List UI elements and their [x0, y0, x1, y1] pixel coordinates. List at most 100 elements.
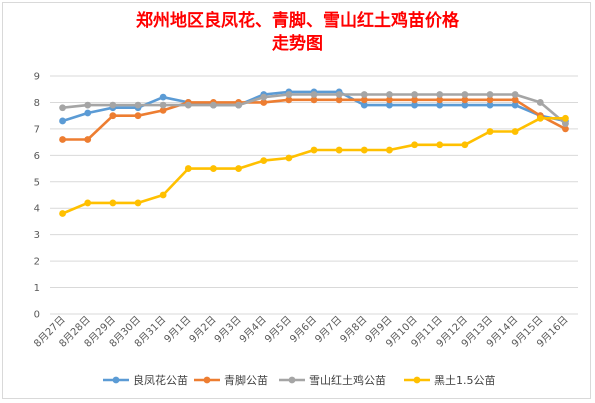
data-point	[109, 101, 117, 109]
data-point	[59, 136, 66, 143]
data-point	[511, 91, 519, 98]
chart-title-line-2: 走势图	[272, 34, 323, 54]
data-point	[84, 101, 92, 109]
data-point	[260, 93, 268, 101]
data-point	[210, 165, 217, 172]
data-point	[486, 91, 494, 98]
data-point	[310, 146, 318, 154]
data-point	[59, 210, 66, 217]
data-point	[461, 91, 469, 98]
data-point	[260, 99, 268, 106]
x-tick-label: 9月4日	[237, 314, 269, 346]
legend-item-2: 青脚公苗	[194, 373, 268, 387]
y-tick-label: 2	[34, 257, 40, 268]
legend-label: 青脚公苗	[224, 373, 268, 387]
data-point	[486, 96, 494, 104]
data-point	[184, 165, 192, 172]
y-tick-label: 3	[34, 230, 40, 241]
series-4	[59, 114, 569, 217]
chart-title-line-1: 郑州地区良凤花、青脚、雪山红土鸡苗价格	[136, 11, 459, 31]
x-tick-label: 9月6日	[287, 314, 319, 346]
x-tick-label: 9月5日	[262, 314, 294, 346]
data-point	[461, 96, 469, 104]
y-tick-label: 4	[34, 204, 40, 215]
data-point	[411, 96, 418, 104]
data-point	[386, 101, 393, 109]
data-point	[159, 106, 167, 114]
data-point	[310, 91, 318, 98]
legend-item-4: 黑土1.5公苗	[404, 374, 496, 387]
data-point	[134, 199, 142, 207]
data-point	[562, 114, 569, 122]
data-point	[84, 109, 92, 117]
data-point	[486, 128, 494, 135]
data-point	[386, 96, 393, 104]
data-point	[59, 117, 66, 125]
data-point	[562, 120, 569, 127]
data-point	[285, 91, 293, 98]
series-3	[59, 91, 569, 127]
data-point	[386, 146, 393, 154]
chart-title: 郑州地区良凤花、青脚、雪山红土鸡苗价格 走势图	[0, 10, 595, 56]
data-point	[360, 146, 368, 154]
data-point	[411, 101, 418, 109]
legend-swatch-marker	[203, 376, 211, 384]
data-point	[411, 91, 418, 98]
y-tick-label: 6	[34, 151, 40, 162]
data-point	[436, 91, 444, 98]
legend-label: 雪山红土鸡公苗	[309, 373, 386, 387]
data-point	[260, 157, 268, 165]
x-tick-label: 9月2日	[187, 314, 219, 346]
legend-swatch-marker	[288, 376, 296, 384]
data-point	[285, 154, 293, 162]
data-point	[159, 101, 167, 109]
legend: 良凤花公苗 青脚公苗 雪山红土鸡公苗 黑土1.5公苗	[103, 373, 496, 387]
data-point	[335, 96, 343, 104]
data-point	[536, 99, 544, 106]
data-point	[536, 114, 544, 122]
data-point	[436, 141, 444, 149]
data-point	[335, 146, 343, 154]
data-point	[411, 141, 418, 149]
legend-label: 黑土1.5公苗	[434, 374, 496, 387]
data-point	[59, 104, 66, 112]
x-tick-label: 9月8日	[338, 314, 370, 346]
y-tick-label: 1	[34, 283, 40, 294]
data-point	[360, 96, 368, 104]
series-lines	[59, 88, 569, 217]
data-point	[486, 101, 494, 109]
y-tick-label: 8	[34, 98, 40, 109]
x-tick-label: 9月7日	[313, 314, 345, 346]
data-point	[461, 141, 469, 149]
data-point	[436, 96, 444, 104]
y-tick-label: 5	[34, 177, 40, 188]
data-point	[134, 101, 142, 109]
data-point	[210, 101, 217, 109]
data-point	[109, 112, 117, 120]
data-point	[335, 91, 343, 98]
data-point	[310, 96, 318, 104]
data-point	[562, 125, 569, 133]
legend-item-1: 良凤花公苗	[103, 373, 188, 387]
data-point	[461, 101, 469, 109]
gridlines	[50, 75, 578, 315]
data-point	[360, 101, 368, 109]
y-tick-label: 7	[34, 124, 40, 135]
data-point	[159, 191, 167, 199]
x-tick-label: 9月3日	[212, 314, 244, 346]
data-point	[84, 199, 92, 207]
data-point	[184, 101, 192, 109]
data-point	[511, 96, 519, 104]
x-axis-ticks: 8月27日8月28日8月29日8月30日8月31日9月1日9月2日9月3日9月4…	[32, 314, 571, 350]
data-point	[235, 101, 242, 109]
data-point	[436, 101, 444, 109]
data-point	[159, 93, 167, 101]
data-point	[134, 112, 142, 120]
data-point	[285, 96, 293, 104]
legend-swatch-marker	[112, 376, 120, 384]
data-point	[511, 128, 519, 135]
data-point	[360, 91, 368, 98]
data-point	[511, 101, 519, 109]
y-axis-ticks: 0 1 2 3 4 5 6 7 8 9	[34, 72, 40, 321]
